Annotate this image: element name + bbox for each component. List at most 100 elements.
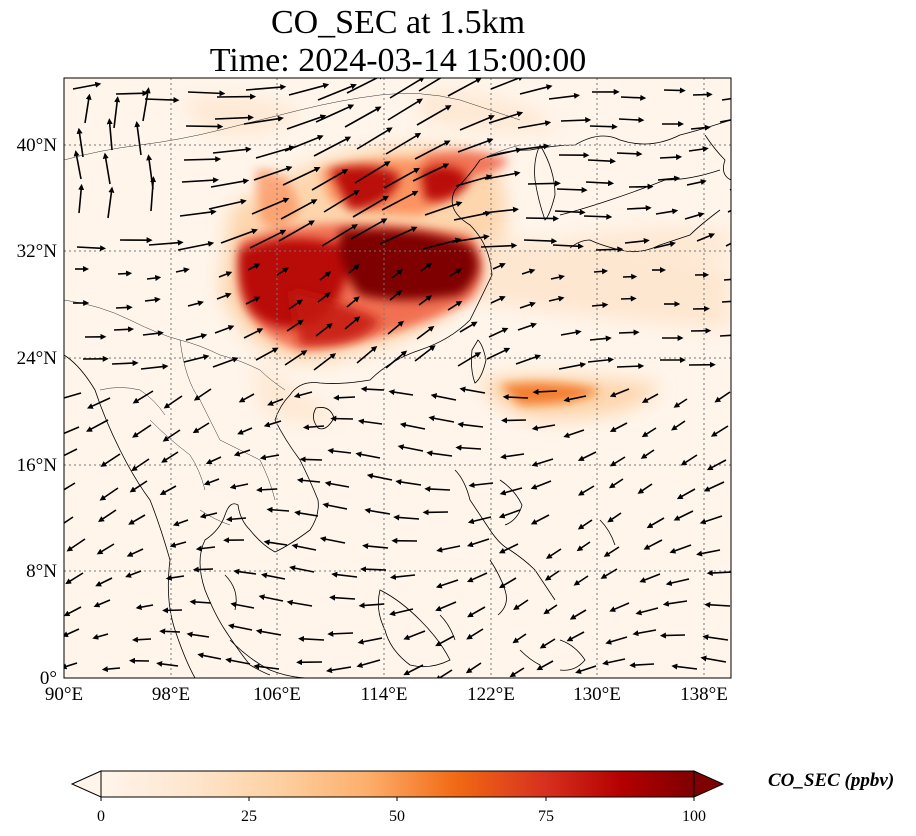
wind-arrow	[389, 608, 414, 617]
wind-arrow	[455, 174, 493, 187]
wind-arrow	[346, 296, 360, 308]
wind-arrow	[696, 233, 716, 242]
wind-arrow	[620, 295, 637, 302]
wind-arrow	[278, 220, 315, 242]
wind-arrow	[418, 295, 433, 306]
wind-arrow	[142, 87, 151, 122]
y-axis-tick-labels: 0° 8°N 16°N 24°N 32°N 40°N	[17, 135, 58, 689]
wind-arrow	[253, 165, 293, 181]
wind-arrow	[466, 572, 488, 583]
x-tick-label: 130°E	[573, 684, 621, 705]
wind-arrow	[576, 541, 591, 552]
wind-arrow	[144, 296, 161, 303]
wind-arrow	[714, 391, 731, 403]
wind-arrow	[665, 578, 690, 586]
wind-arrow	[360, 566, 387, 573]
wind-arrow	[183, 354, 210, 363]
wind-arrow	[556, 186, 588, 193]
wind-arrow	[424, 486, 451, 492]
wind-arrow	[362, 543, 389, 550]
wind-arrow	[558, 362, 587, 370]
colorbar-tick-label: 25	[241, 808, 257, 825]
wind-arrow	[327, 447, 352, 454]
wind-arrow	[609, 456, 626, 467]
wind-arrow	[156, 660, 179, 667]
wind-arrow	[331, 571, 358, 578]
wind-arrow	[531, 458, 554, 467]
wind-arrow	[523, 238, 558, 245]
wind-arrow	[525, 215, 560, 222]
wind-arrow	[276, 267, 289, 276]
wind-arrow	[203, 478, 220, 486]
wind-arrow	[64, 482, 76, 491]
wind-arrow	[144, 97, 180, 104]
wind-arrow	[519, 301, 536, 309]
wind-arrow	[253, 663, 280, 670]
wind-arrow	[64, 426, 80, 435]
wind-arrow	[620, 94, 647, 101]
wind-arrow	[135, 604, 154, 611]
wind-arrow	[543, 604, 558, 615]
wind-arrow	[389, 574, 416, 580]
wind-arrow	[569, 609, 587, 620]
wind-arrow	[72, 81, 102, 90]
wind-arrow	[688, 146, 709, 153]
wind-arrow	[150, 176, 157, 212]
wind-arrow	[721, 97, 731, 101]
wind-arrow	[131, 458, 150, 472]
wind-arrow	[387, 98, 424, 121]
wind-arrow	[286, 599, 313, 607]
wind-arrow	[214, 114, 254, 121]
wind-arrow	[673, 398, 688, 408]
wind-arrow	[101, 666, 121, 673]
wind-arrow	[179, 209, 217, 217]
wind-arrow	[134, 121, 142, 156]
wind-arrow	[498, 543, 519, 554]
wind-arrow	[128, 514, 146, 525]
wind-arrow	[699, 515, 723, 525]
wind-arrow	[517, 120, 552, 129]
wind-arrow	[131, 636, 152, 643]
wind-arrow	[76, 127, 84, 158]
wind-arrow	[212, 356, 239, 368]
wind-arrow	[115, 304, 133, 311]
wind-arrow	[381, 190, 419, 211]
wind-arrow	[233, 568, 257, 575]
wind-arrow	[626, 205, 652, 212]
wind-arrow	[249, 229, 287, 249]
map-frame	[63, 77, 732, 679]
wind-arrow	[389, 78, 426, 99]
wind-arrow	[706, 569, 731, 576]
wind-arrow	[216, 292, 232, 300]
wind-arrow	[212, 146, 252, 154]
wind-arrow	[690, 124, 711, 131]
y-tick-label: 16°N	[17, 455, 58, 476]
colorbar-tick-labels: 0 25 50 75 100	[97, 808, 706, 825]
wind-arrow	[552, 243, 584, 250]
wind-arrow	[453, 210, 492, 221]
wind-arrow	[352, 195, 390, 218]
wind-arrow	[324, 480, 350, 488]
wind-arrow	[256, 486, 278, 493]
wind-arrow	[575, 665, 597, 674]
wind-arrow	[482, 206, 519, 214]
wind-arrow	[64, 516, 74, 525]
wind-arrow	[302, 424, 325, 431]
wind-arrow	[435, 635, 455, 647]
wind-arrow	[243, 115, 284, 125]
wind-arrow	[327, 630, 354, 637]
wind-arrow	[64, 662, 78, 670]
wind-arrow	[603, 546, 620, 557]
x-tick-label: 114°E	[361, 684, 408, 705]
wind-arrow	[500, 453, 525, 460]
wind-arrow	[589, 335, 612, 342]
wind-arrow	[600, 568, 618, 579]
wind-arrow	[237, 427, 253, 435]
wind-arrow	[563, 395, 587, 403]
wind-arrow	[436, 545, 461, 553]
map-plot-area	[64, 78, 731, 678]
wind-arrow	[602, 658, 626, 666]
wind-arrow	[321, 224, 358, 247]
wind-arrow	[391, 269, 404, 279]
